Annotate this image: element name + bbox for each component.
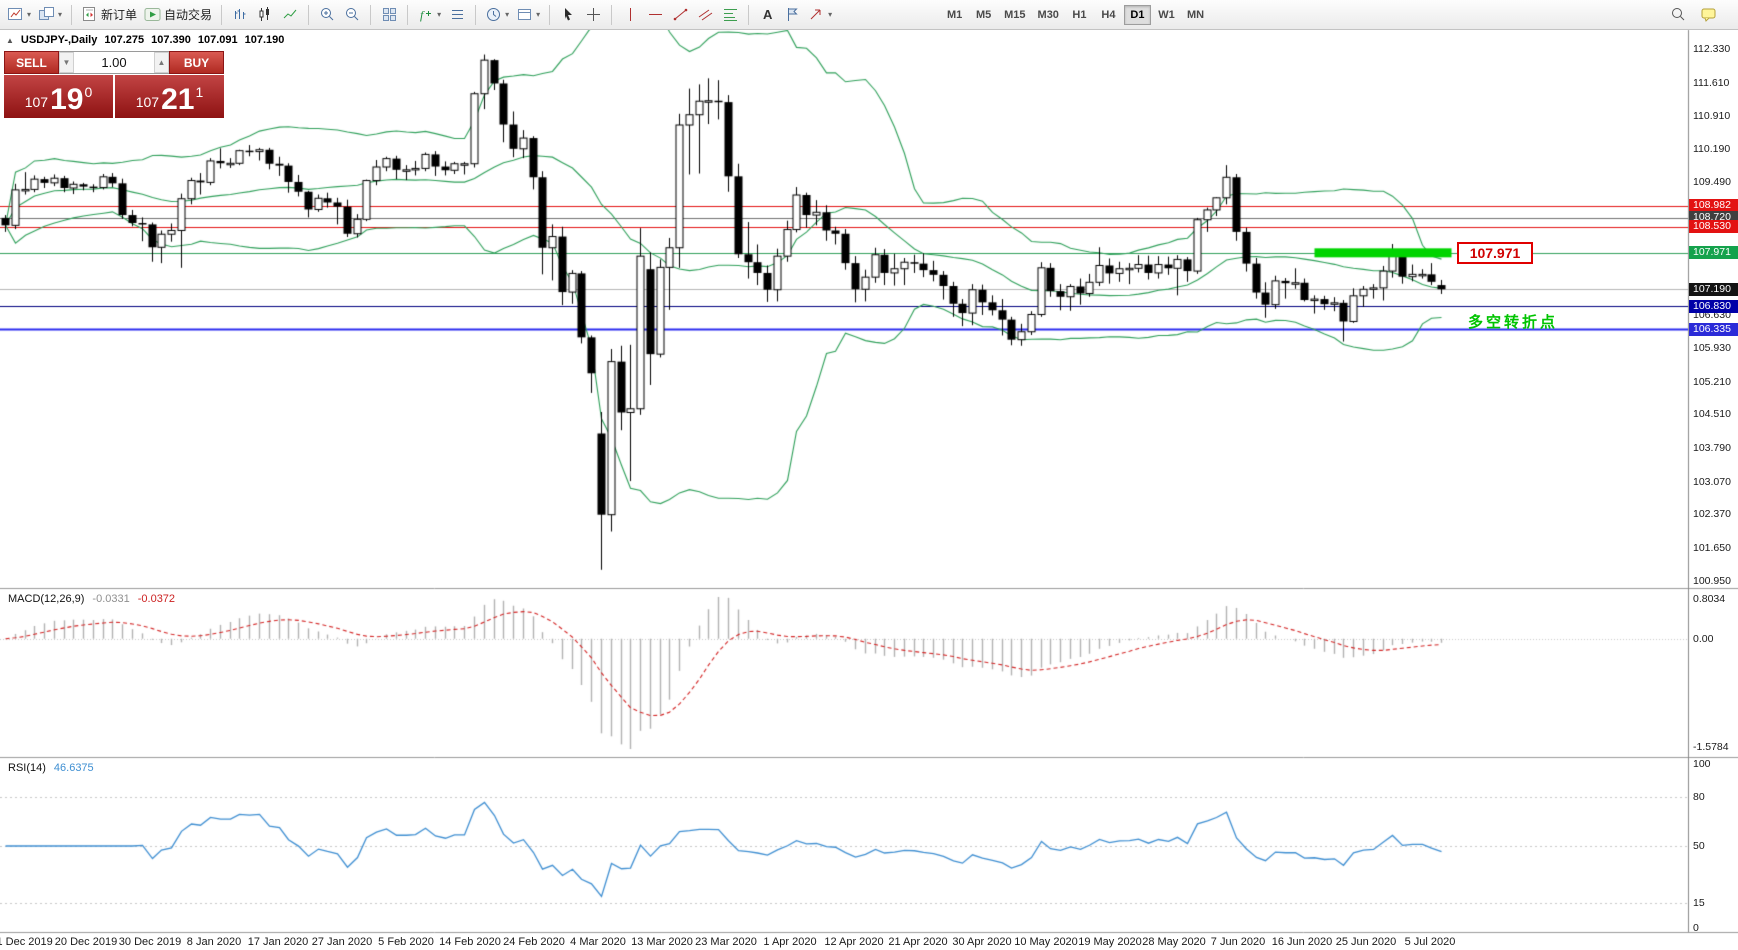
- rsi-indicator-header: RSI(14) 46.6375: [8, 762, 94, 774]
- cursor-tool-button[interactable]: [556, 3, 580, 27]
- new-chart-caret[interactable]: ▾: [27, 10, 32, 19]
- zoom-in-button[interactable]: [315, 3, 339, 27]
- autotrading-label: 自动交易: [164, 8, 213, 22]
- ohlc-low: 107.091: [197, 34, 238, 46]
- chart-ohlc-header: ▲ USDJPY-,Daily 107.275 107.390 107.091 …: [6, 34, 284, 46]
- buy-button[interactable]: BUY: [169, 51, 224, 74]
- timeframe-mn-button[interactable]: MN: [1186, 8, 1205, 21]
- new-order-label: 新订单: [101, 8, 138, 22]
- bar-chart-mode-button[interactable]: [228, 3, 252, 27]
- horizontal-line-tool-button[interactable]: [643, 3, 667, 27]
- sell-price-sup: 0: [84, 84, 93, 100]
- indicator-list-button[interactable]: [445, 3, 469, 27]
- toolbar-separator: [611, 4, 613, 25]
- toolbar-separator: [221, 4, 223, 25]
- main-toolbar: ▾ ▾ 新订单 自动交易 f ▾ ▾ ▾ A ▾ M1 M5 M15 M30 H1 H4 D1…: [0, 0, 1738, 30]
- buy-price-prefix: 107: [135, 94, 160, 110]
- feedback-chat-icon[interactable]: [1696, 3, 1720, 27]
- channel-tool-button[interactable]: [693, 3, 717, 27]
- toolbar-separator: [748, 4, 750, 25]
- timeframe-d1-button[interactable]: D1: [1123, 4, 1151, 25]
- toolbar-separator: [549, 4, 551, 25]
- sell-price-prefix: 107: [24, 94, 49, 110]
- rsi-value: 46.6375: [53, 762, 94, 774]
- timeframe-m30-button[interactable]: M30: [1037, 8, 1059, 21]
- crosshair-tool-button[interactable]: [581, 3, 605, 27]
- volume-decrease-button[interactable]: ▼: [59, 52, 74, 73]
- timeframe-m5-button[interactable]: M5: [975, 8, 992, 21]
- timeframe-m15-button[interactable]: M15: [1004, 8, 1026, 21]
- timeframe-w1-button[interactable]: W1: [1158, 8, 1175, 21]
- macd-title: MACD(12,26,9): [8, 593, 85, 605]
- fibonacci-tool-button[interactable]: [718, 3, 742, 27]
- arrow-tool-button[interactable]: ▾: [805, 3, 835, 27]
- svg-text:A: A: [763, 7, 773, 22]
- trendline-tool-button[interactable]: [668, 3, 692, 27]
- toolbar-separator: [370, 4, 372, 25]
- zoom-out-button[interactable]: [340, 3, 364, 27]
- toolbar-separator: [407, 4, 409, 25]
- vertical-line-tool-button[interactable]: [618, 3, 642, 27]
- timeframe-m1-button[interactable]: M1: [946, 8, 963, 21]
- timeframe-h4-button[interactable]: H4: [1101, 8, 1116, 21]
- profiles-caret[interactable]: ▾: [58, 10, 63, 19]
- timeframe-toolbar: M1 M5 M15 M30 H1 H4 D1 W1 MN: [940, 4, 1210, 25]
- toolbar-separator: [475, 4, 477, 25]
- macd-main-value: -0.0331: [92, 593, 130, 605]
- sell-price-big: 19: [50, 83, 84, 116]
- ohlc-close: 107.190: [244, 34, 285, 46]
- new-order-button[interactable]: 新订单: [78, 3, 140, 27]
- search-icon[interactable]: [1666, 3, 1690, 27]
- candlestick-mode-button[interactable]: [253, 3, 277, 27]
- toolbar-separator: [71, 4, 73, 25]
- volume-input[interactable]: [74, 52, 154, 73]
- text-label-tool-button[interactable]: [780, 3, 804, 27]
- ohlc-high: 107.390: [151, 34, 191, 46]
- text-tool-button[interactable]: A: [755, 3, 779, 27]
- ohlc-open: 107.275: [104, 34, 145, 46]
- svg-text:f: f: [420, 8, 425, 22]
- templates-caret[interactable]: ▾: [536, 10, 541, 19]
- time-scale[interactable]: [0, 932, 1688, 950]
- tile-windows-button[interactable]: [377, 3, 401, 27]
- buy-price-sup: 1: [195, 84, 204, 100]
- profiles-button[interactable]: ▾: [35, 3, 65, 27]
- buy-price-display[interactable]: 107 21 1: [115, 75, 224, 118]
- price-target-box[interactable]: 107.971: [1457, 241, 1533, 264]
- volume-control: ▼ ▲: [59, 51, 169, 74]
- trend-note-annotation[interactable]: 多空转折点: [1468, 314, 1559, 331]
- timeframe-h1-button[interactable]: H1: [1072, 8, 1087, 21]
- sell-button[interactable]: SELL: [4, 51, 59, 74]
- price-scale[interactable]: [1688, 30, 1738, 932]
- macd-signal-value: -0.0372: [137, 593, 176, 605]
- line-chart-mode-button[interactable]: [278, 3, 302, 27]
- indicators-button[interactable]: f ▾: [414, 3, 444, 27]
- arrow-tool-caret[interactable]: ▾: [828, 10, 833, 19]
- toolbar-right-group: [1666, 3, 1720, 27]
- period-clock-button[interactable]: ▾: [482, 3, 512, 27]
- autotrading-button[interactable]: 自动交易: [141, 3, 215, 27]
- rsi-title: RSI(14): [8, 762, 46, 774]
- indicators-caret[interactable]: ▾: [437, 10, 442, 19]
- volume-increase-button[interactable]: ▲: [154, 52, 169, 73]
- buy-price-big: 21: [161, 83, 195, 116]
- period-clock-caret[interactable]: ▾: [505, 10, 510, 19]
- macd-indicator-header: MACD(12,26,9) -0.0331 -0.0372: [8, 593, 175, 605]
- sell-price-display[interactable]: 107 19 0: [4, 75, 113, 118]
- symbol-title: USDJPY-,Daily: [20, 34, 98, 46]
- new-chart-button[interactable]: ▾: [4, 3, 34, 27]
- templates-button[interactable]: ▾: [513, 3, 543, 27]
- toolbar-separator: [308, 4, 310, 25]
- panel-collapse-icon[interactable]: ▲: [6, 35, 14, 45]
